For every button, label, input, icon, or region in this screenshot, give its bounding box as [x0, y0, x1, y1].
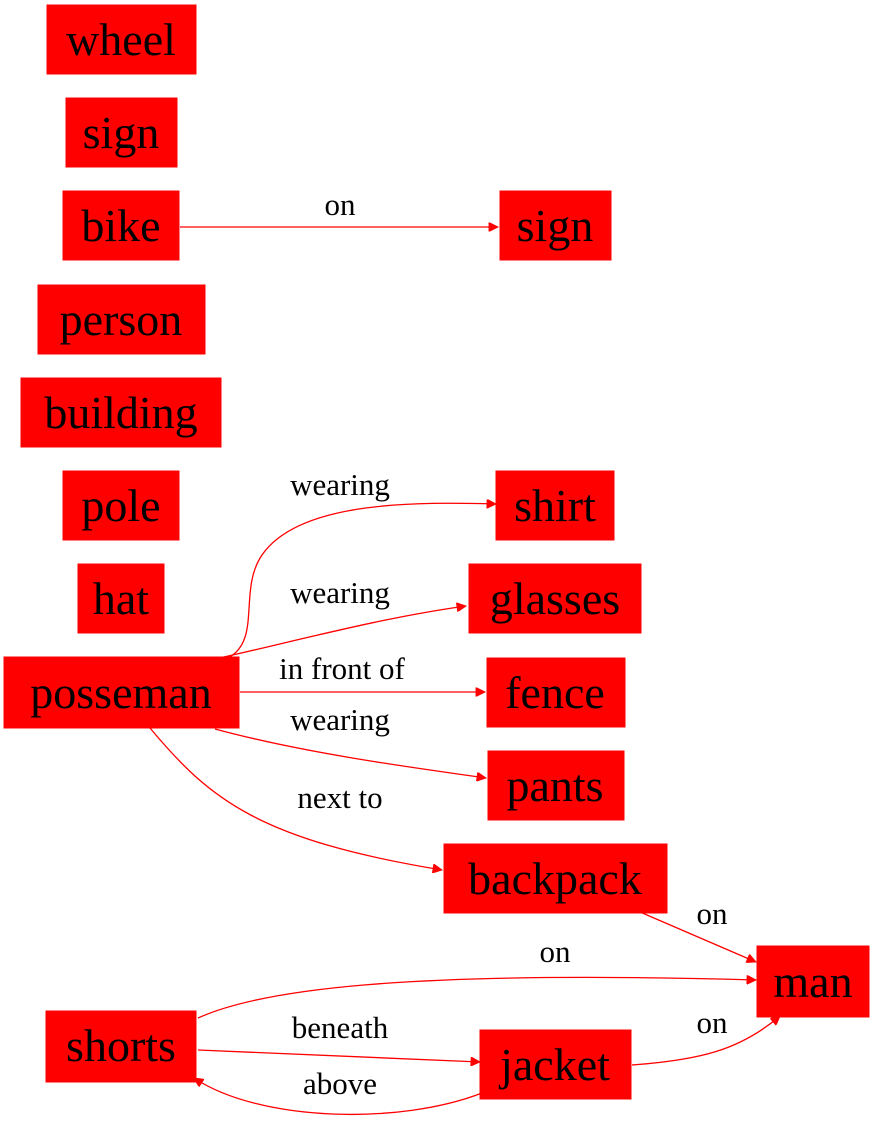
node-label: hat: [93, 573, 149, 624]
edge-backpack-on-man: on: [639, 896, 756, 962]
edge-shorts-beneath-jacket: beneath: [197, 1010, 480, 1062]
node-label: man: [773, 956, 852, 1007]
edge-jacket-above-shorts: above: [194, 1066, 483, 1116]
node-label: building: [44, 387, 197, 438]
edge-label-above: above: [303, 1066, 377, 1101]
node-pants: pants: [487, 750, 625, 821]
edge-label-beneath: beneath: [292, 1010, 389, 1045]
edge-posseman-wearing-shirt: wearing: [227, 467, 496, 659]
node-label: jacket: [498, 1039, 610, 1090]
node-fence: fence: [486, 657, 626, 728]
node-sign-target: sign: [499, 190, 612, 261]
node-label: wheel: [66, 14, 176, 65]
edge-posseman-wearing-pants: wearing: [214, 702, 486, 778]
edge-label-in-front-of: in front of: [279, 651, 405, 686]
node-jacket: jacket: [479, 1029, 632, 1100]
node-wheel: wheel: [46, 4, 197, 75]
node-hat: hat: [77, 563, 165, 634]
node-label: shirt: [514, 480, 596, 531]
edge-jacket-on-man: on: [631, 1005, 780, 1066]
edge-shorts-on-man: on: [197, 934, 756, 1019]
node-backpack: backpack: [443, 843, 668, 914]
node-label: sign: [83, 107, 160, 158]
edge-label-wearing: wearing: [290, 702, 390, 737]
node-label: bike: [81, 200, 160, 251]
node-label: sign: [517, 200, 594, 251]
node-sign: sign: [65, 97, 178, 168]
edge-bike-on-sign: on: [180, 187, 498, 227]
node-label: person: [60, 294, 183, 345]
node-person: person: [37, 284, 206, 355]
edge-label-on: on: [540, 934, 572, 969]
edge-posseman-wearing-glasses: wearing: [214, 575, 466, 660]
node-label: backpack: [468, 853, 642, 904]
node-label: glasses: [490, 573, 620, 624]
node-shirt: shirt: [495, 470, 615, 541]
node-glasses: glasses: [468, 563, 642, 634]
edge-posseman-nextto-backpack: next to: [149, 727, 442, 870]
node-bike: bike: [62, 190, 180, 261]
edge-label-on: on: [325, 187, 357, 222]
edge-label-wearing: wearing: [290, 575, 390, 610]
node-man: man: [756, 945, 870, 1018]
node-label: shorts: [66, 1020, 176, 1071]
node-building: building: [20, 377, 222, 448]
node-label: posseman: [30, 667, 211, 718]
edge-label-on: on: [697, 896, 729, 931]
node-shorts: shorts: [45, 1010, 197, 1083]
node-pole: pole: [62, 470, 180, 541]
edge-posseman-infrontof-fence: in front of: [240, 651, 485, 692]
node-posseman: posseman: [3, 656, 240, 729]
node-label: pants: [506, 760, 603, 811]
edge-label-next-to: next to: [297, 780, 382, 815]
node-label: pole: [81, 480, 160, 531]
node-label: fence: [505, 667, 605, 718]
edge-label-on: on: [697, 1005, 729, 1040]
edge-label-wearing: wearing: [290, 467, 390, 502]
